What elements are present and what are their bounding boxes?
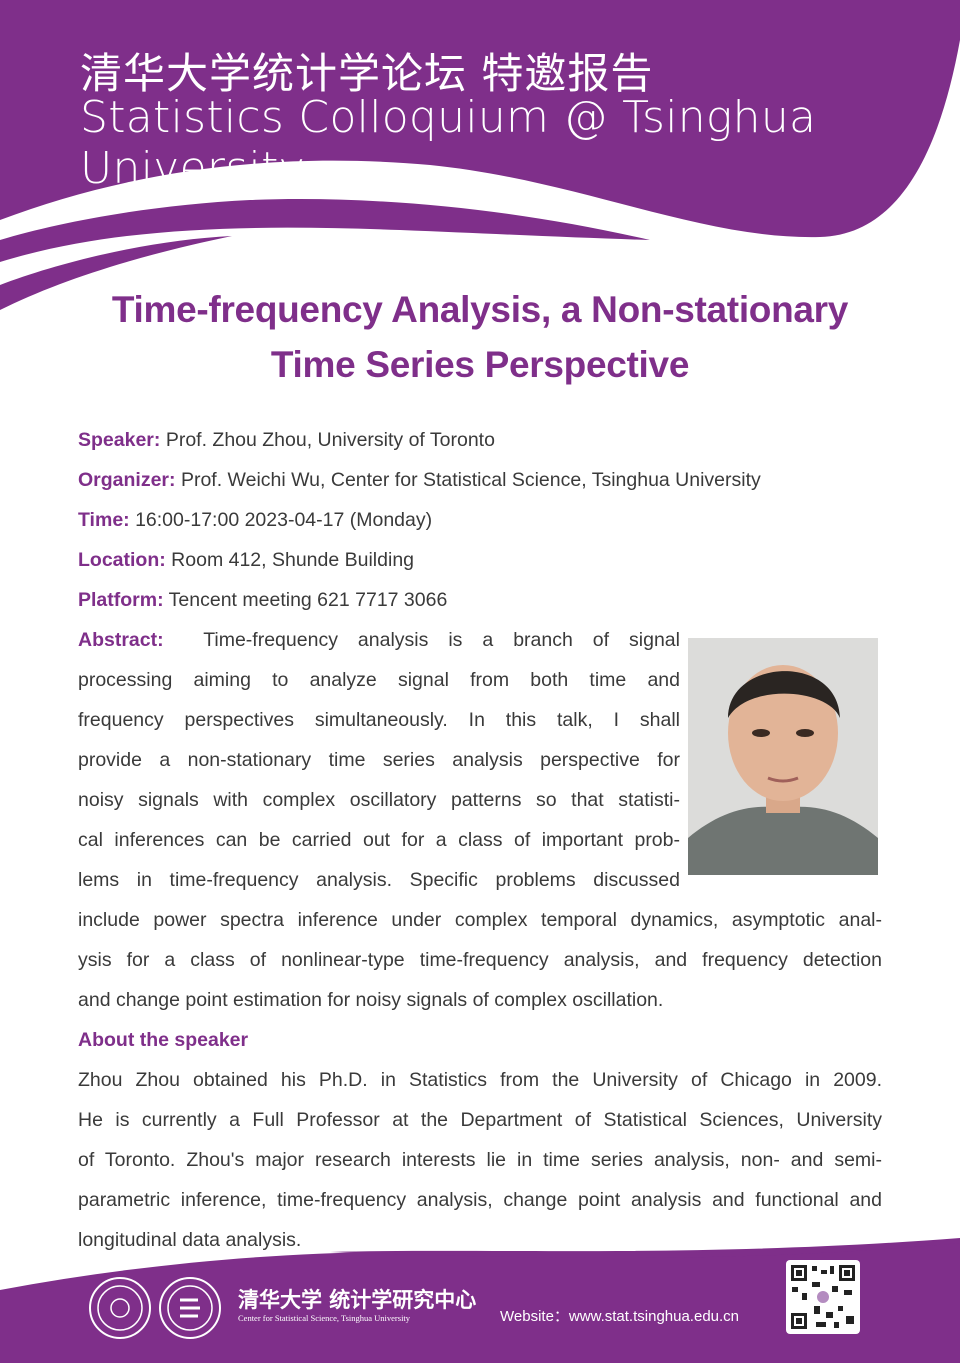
speaker-row: Speaker: Prof. Zhou Zhou, University of …: [78, 420, 495, 460]
location-value: Room 412, Shunde Building: [171, 549, 415, 571]
abstract-label: Abstract:: [78, 629, 164, 651]
about-line: of Toronto. Zhou's major research intere…: [78, 1149, 882, 1171]
qr-code: [786, 1260, 860, 1334]
university-logos: [89, 1277, 221, 1339]
abstract-line: lems in time-frequency analysis. Specifi…: [78, 869, 680, 891]
about-line: Zhou Zhou obtained his Ph.D. in Statisti…: [78, 1069, 882, 1091]
platform-row: Platform: Tencent meeting 621 7717 3066: [78, 580, 447, 620]
organizer-row: Organizer: Prof. Weichi Wu, Center for S…: [78, 460, 761, 500]
abstract-line: noisy signals with complex oscillatory p…: [78, 789, 680, 811]
center-name-en: Center for Statistical Science, Tsinghua…: [238, 1313, 411, 1323]
platform-value: Tencent meeting 621 7717 3066: [168, 589, 448, 611]
location-row: Location: Room 412, Shunde Building: [78, 540, 414, 580]
location-label: Location:: [78, 549, 166, 571]
organizer-label: Organizer:: [78, 469, 176, 491]
talk-title-line-1: Time-frequency Analysis, a Non-stationar…: [111, 289, 849, 330]
time-row: Time: 16:00-17:00 2023-04-17 (Monday): [78, 500, 432, 540]
center-name-cn: 清华大学 统计学研究中心: [238, 1287, 477, 1312]
abstract-line: frequency perspectives simultaneously. I…: [78, 709, 680, 731]
about-line: longitudinal data analysis.: [78, 1229, 302, 1251]
abstract-full: include power spectra inference under co…: [78, 900, 882, 1020]
about-line: He is currently a Full Professor at the …: [78, 1109, 882, 1131]
time-value: 16:00-17:00 2023-04-17 (Monday): [135, 509, 433, 531]
about-heading: About the speaker: [78, 1029, 249, 1051]
time-label: Time:: [78, 509, 130, 531]
speaker-photo: [688, 638, 878, 875]
abstract-wrapped: Abstract: Time-frequency analysis is a b…: [78, 620, 680, 900]
abstract-line: Abstract: Time-frequency analysis is a b…: [78, 629, 680, 651]
abstract-line: processing aiming to analyze signal from…: [78, 669, 680, 691]
center-logo: [159, 1277, 221, 1339]
abstract-line: include power spectra inference under co…: [78, 909, 882, 931]
speaker-label: Speaker:: [78, 429, 161, 451]
speaker-value: Prof. Zhou Zhou, University of Toronto: [165, 429, 495, 451]
about-text: Zhou Zhou obtained his Ph.D. in Statisti…: [78, 1060, 882, 1260]
about-line: parametric inference, time-frequency ana…: [78, 1189, 882, 1211]
tsinghua-seal-logo: [89, 1277, 151, 1339]
abstract-line: ysis for a class of nonlinear-type time-…: [78, 949, 882, 971]
talk-title-line-2: Time Series Perspective: [270, 344, 690, 385]
platform-label: Platform:: [78, 589, 164, 611]
abstract-line: cal inferences can be carried out for a …: [78, 829, 680, 851]
website-text[interactable]: Website：www.stat.tsinghua.edu.cn: [500, 1308, 740, 1325]
header-title-cn: 清华大学统计学论坛 特邀报告: [80, 49, 654, 98]
abstract-line: provide a non-stationary time series ana…: [78, 749, 680, 771]
organizer-value: Prof. Weichi Wu, Center for Statistical …: [180, 469, 761, 491]
header-title-en: Statistics Colloquium @ Tsinghua Univers…: [80, 92, 817, 194]
abstract-line: and change point estimation for noisy si…: [78, 989, 664, 1011]
